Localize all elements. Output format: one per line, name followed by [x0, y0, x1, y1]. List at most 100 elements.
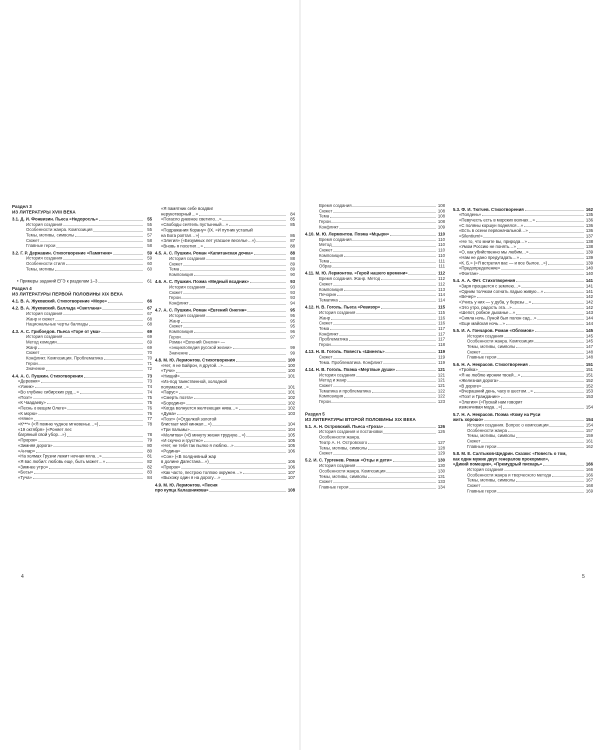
page-ref: 69	[147, 334, 152, 340]
entry-title: Сюжет	[169, 289, 183, 295]
entry-title: Главные герои	[467, 354, 497, 360]
page-ref: 76	[147, 410, 152, 416]
toc-subitem: Конфликт 94	[155, 300, 295, 305]
entry-title: Конфликт	[319, 331, 339, 337]
dot-leader	[101, 332, 143, 333]
toc-subitem: История создания 88	[155, 256, 295, 261]
dot-leader	[40, 241, 143, 242]
page-ref: 100	[287, 357, 295, 363]
toc-subitem-line: Роман «Евгений Онегин» —	[155, 340, 295, 345]
page-ref: 102	[287, 400, 295, 406]
toc-subitem: История создания 69	[12, 334, 152, 339]
entry-title: Особенности жанра.	[319, 434, 361, 440]
toc-subitem: Тематика и проблематика 122	[305, 388, 445, 393]
dot-leader	[352, 206, 436, 208]
toc-poem: «Певучесть есть в морских волнах…» 136	[453, 217, 593, 222]
dot-leader	[333, 324, 436, 325]
page-ref: 108	[287, 487, 295, 493]
dot-leader	[89, 325, 143, 326]
toc-subitem: Герои 123	[305, 399, 445, 404]
page-ref: 110	[438, 247, 445, 253]
toc-poem-line: «Элегия» («Пускай нам говорит	[453, 399, 593, 404]
dot-leader	[516, 347, 584, 349]
toc-chapter: 4.12. Н. В. Гоголь. Пьеса «Ревизор» 115	[305, 305, 445, 310]
dot-leader	[521, 376, 584, 377]
dot-leader	[63, 314, 143, 316]
page-ref: 110	[438, 242, 445, 248]
page-ref: 104	[287, 421, 295, 427]
toc-column-4: 5.3. Ф. И. Тютчев. Стихотворения 162 «Полд…	[453, 205, 593, 494]
dot-leader	[508, 431, 584, 432]
entry-title: «Вечер»	[459, 294, 476, 300]
page-ref: 100	[287, 368, 295, 374]
page-ref: 142	[585, 299, 593, 305]
dot-leader	[66, 435, 143, 437]
toc-poem: «Узник» 74	[12, 384, 152, 389]
entry-title: «Учись у них — у дуба, у березы…»	[459, 299, 532, 305]
dot-leader	[527, 242, 584, 243]
toc-chapter: про купца Калашникова» 108	[155, 488, 295, 493]
page-ref: 154	[585, 422, 593, 428]
dot-leader	[516, 281, 584, 283]
entry-title: «Подражания Корану» (IX. «И путник устал…	[161, 227, 253, 233]
dot-leader	[339, 334, 436, 336]
dot-leader	[356, 466, 436, 468]
dot-leader	[516, 247, 584, 249]
dot-leader	[199, 214, 286, 216]
entry-title: «Погасло дневное светило…»	[161, 216, 222, 222]
dot-leader	[333, 482, 436, 484]
dot-leader	[99, 425, 143, 426]
dot-leader	[484, 420, 584, 422]
entry-title: 4.9. М. Ю. Лермонтов. «Песня	[155, 482, 218, 488]
entry-title: 5.3. Ф. И. Тютчев. Стихотворения	[453, 206, 524, 212]
entry-title: Сюжет	[319, 479, 333, 485]
page-ref: 123	[437, 399, 445, 405]
entry-title: Жанр	[169, 318, 181, 324]
entry-title: Проблематика	[319, 336, 349, 342]
dot-leader	[246, 436, 286, 437]
entry-title: «О, как убийственно мы любим…»	[459, 249, 529, 255]
entry-title: «Во глубине сибирских руд…»	[18, 389, 79, 395]
toc-poem: «К морю» 76	[12, 411, 152, 416]
entry-title: Герои	[169, 295, 181, 301]
toc-subitem: Сюжет 93	[155, 290, 295, 295]
page-ref: 80	[147, 448, 152, 454]
toc-subitem: Герои 118	[305, 342, 445, 347]
page-ref: 152	[585, 377, 593, 383]
dot-leader	[38, 348, 143, 349]
dot-leader	[347, 381, 436, 382]
toc-subitem: Тема. Проблематика. Конфликт 119	[305, 360, 445, 365]
toc-subitem: Тема 117	[305, 326, 445, 331]
dot-leader	[516, 481, 584, 482]
toc-subitem: История создания 145	[453, 333, 593, 338]
page-ref: 140	[585, 270, 593, 276]
entry-title: «К***» («Я помню чудное мгновенье…»)	[18, 421, 99, 427]
dot-leader	[516, 313, 584, 315]
dot-leader	[46, 369, 143, 371]
entry-title: Сюжет	[319, 383, 333, 388]
entry-title: нерукотворный…»	[161, 211, 199, 217]
page-ref: 167	[585, 477, 593, 483]
entry-title: Сюжет	[467, 438, 481, 444]
dot-leader	[232, 348, 286, 350]
dot-leader	[385, 352, 436, 354]
section-label: Раздел 4	[12, 286, 152, 291]
entry-title: Раздел 3	[12, 204, 32, 209]
toc-subitem: Образ 111	[305, 264, 445, 269]
entry-title: «И скучно и грустно»	[161, 437, 203, 443]
dot-leader	[63, 259, 143, 260]
entry-title: «Не то, что мните вы, природа…»	[459, 238, 527, 244]
dot-leader	[206, 259, 286, 261]
entry-title: Жанр	[26, 344, 38, 350]
entry-title: 4.14. Н. В. Гоголь. Поэма «Мертвые души»	[305, 366, 395, 372]
toc-chapter: 4.10. М. Ю. Лермонтов. Поэма «Мцыри» 110	[305, 232, 445, 237]
entry-title: Тематика	[319, 297, 338, 303]
dot-leader	[221, 478, 286, 480]
entry-title: Сюжет	[26, 350, 40, 356]
toc-chapter: 3.1. Д. И. Фонвизин. Пьеса «Недоросль» 55	[12, 216, 152, 221]
page-ref: 82	[147, 464, 152, 470]
toc-poem-line: «Поэт» («Отделкой золотой	[155, 416, 295, 421]
page-ref: 67	[147, 305, 152, 311]
toc-chapter-line: как один мужик двух генералов прокормил»…	[453, 456, 593, 461]
page-ref: 134	[437, 484, 445, 490]
